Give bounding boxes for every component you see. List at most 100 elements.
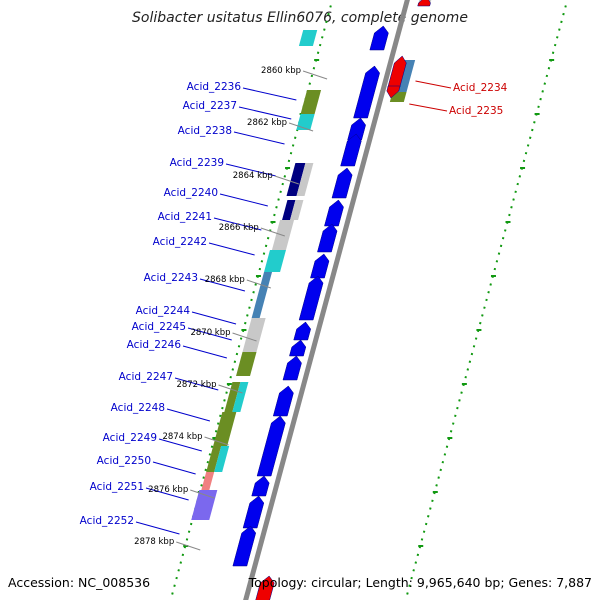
label-connector	[187, 327, 232, 341]
gene-arrow	[272, 385, 294, 417]
label-connector	[145, 487, 189, 501]
kbp-tick	[260, 227, 285, 237]
feature-block	[236, 352, 257, 376]
label-connector	[135, 521, 180, 535]
gene-label: Acid_2240	[164, 187, 218, 199]
feature-block	[251, 272, 273, 318]
feature-block	[242, 340, 260, 352]
kbp-label: 2864 kbp	[233, 171, 273, 181]
feature-block	[286, 163, 306, 196]
kbp-tick	[246, 279, 271, 289]
gene-label: Acid_2248	[111, 402, 165, 414]
gene-arrow	[387, 55, 407, 89]
gene-arrow	[324, 199, 344, 227]
label-connector	[152, 461, 196, 475]
kbp-tick	[218, 384, 243, 394]
label-connector	[199, 278, 246, 292]
topology-label: Topology: circular; Length: 9,965,640 bp…	[248, 575, 592, 590]
label-connector	[208, 242, 255, 256]
feature-block	[300, 90, 322, 114]
gene-arrow	[289, 339, 307, 357]
feature-block	[296, 114, 315, 130]
gene-labels: Acid_2236 Acid_2237 Acid_2238 Acid_2239 Acid…	[80, 81, 508, 527]
kbp-label: 2874 kbp	[162, 432, 202, 442]
gene-arrow	[331, 167, 353, 199]
label-connector	[225, 163, 277, 177]
feature-block	[232, 382, 249, 412]
gene-label: Acid_2251	[90, 481, 144, 493]
feature-block	[214, 446, 230, 472]
label-connector	[191, 311, 237, 325]
kbp-tick	[274, 175, 299, 185]
gene-arrows	[232, 0, 431, 600]
label-connector	[409, 103, 448, 112]
gene-arrow	[347, 117, 366, 141]
kbp-tick	[288, 122, 314, 132]
gene-arrow	[256, 415, 286, 477]
gene-label: Acid_2235	[449, 105, 503, 117]
kbp-label: 2862 kbp	[247, 118, 287, 128]
feature-blocks	[191, 0, 432, 520]
feature-block	[264, 250, 286, 272]
gene-arrow	[282, 355, 302, 381]
label-connector	[174, 377, 219, 391]
gene-label: Acid_2241	[158, 211, 212, 223]
label-connector	[182, 345, 228, 359]
gene-arrow	[293, 321, 311, 341]
gene-label: Acid_2234	[453, 82, 508, 94]
gene-label: Acid_2243	[144, 272, 198, 284]
gene-label: Acid_2236	[187, 81, 242, 93]
gene-label: Acid_2239	[170, 157, 224, 169]
gene-arrow	[386, 85, 401, 99]
feature-block	[245, 318, 266, 340]
label-connector	[233, 131, 285, 145]
kbp-tick	[204, 436, 229, 446]
gene-label: Acid_2252	[80, 515, 134, 527]
feature-block	[290, 200, 304, 220]
label-connector	[158, 438, 202, 452]
label-connector	[238, 106, 292, 120]
gene-arrow	[417, 0, 431, 7]
kbp-label: 2860 kbp	[261, 66, 301, 76]
right-dotted-line	[404, 0, 569, 600]
gene-arrow	[242, 495, 265, 529]
gene-arrow	[251, 475, 270, 497]
kbp-scale: 2860 kbp 2862 kbp 2864 kbp 2866 kbp 2868 kbp…	[134, 66, 328, 551]
page-title: Solibacter usitatus Ellin6076, complete …	[132, 10, 468, 26]
kbp-label: 2866 kbp	[219, 223, 259, 233]
kbp-tick	[190, 489, 215, 499]
label-connector	[213, 217, 262, 231]
gene-arrow	[369, 25, 389, 51]
gene-arrow	[298, 275, 324, 321]
feature-block	[296, 163, 314, 196]
feature-block	[224, 382, 241, 412]
gene-arrow	[310, 253, 330, 279]
dotted-guide-lines	[169, 0, 569, 600]
feature-block	[282, 200, 296, 220]
kbp-label: 2878 kbp	[134, 537, 174, 547]
label-connector	[166, 408, 211, 422]
kbp-label: 2870 kbp	[190, 328, 230, 338]
gene-arrow	[232, 525, 257, 567]
kbp-label: 2872 kbp	[176, 380, 216, 390]
accession-label: Accession: NC_008536	[8, 575, 151, 590]
kbp-label: 2868 kbp	[205, 275, 245, 285]
gene-label: Acid_2238	[178, 125, 232, 137]
gene-label: Acid_2237	[183, 100, 237, 112]
label-connector	[219, 193, 268, 207]
label-connectors	[135, 80, 452, 535]
gene-label: Acid_2244	[136, 305, 191, 317]
kbp-label: 2876 kbp	[148, 485, 188, 495]
gene-label: Acid_2247	[119, 371, 173, 383]
gene-label: Acid_2249	[103, 432, 157, 444]
gene-label: Acid_2246	[127, 339, 182, 351]
label-connector	[415, 80, 452, 89]
label-connector	[242, 87, 297, 101]
genome-axis	[243, 0, 410, 600]
gene-arrow	[255, 575, 275, 600]
kbp-tick	[176, 541, 201, 551]
gene-label: Acid_2250	[97, 455, 151, 467]
feature-block	[298, 30, 318, 46]
left-dotted-line	[169, 0, 334, 600]
